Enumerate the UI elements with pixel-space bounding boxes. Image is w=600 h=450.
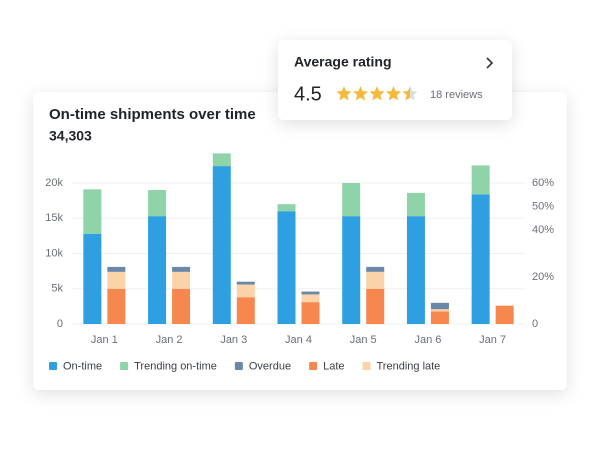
bar-segment — [212, 153, 231, 167]
bar-segment — [495, 305, 514, 324]
y2-tick-label: 20% — [532, 271, 554, 283]
bar-segment — [406, 192, 425, 217]
bar-segment — [236, 284, 255, 298]
legend-label: On-time — [63, 360, 102, 372]
y2-tick-label: 40% — [532, 224, 554, 236]
bar-segment — [277, 211, 296, 324]
chart-card: On-time shipments over time 34,303 0 5k 10… — [33, 92, 567, 390]
y-tick-label: 0 — [57, 318, 63, 330]
legend-label: Late — [323, 360, 344, 372]
legend-label: Overdue — [249, 360, 291, 372]
legend-swatch — [49, 362, 57, 370]
y-tick-label: 5k — [51, 283, 63, 295]
bar-segment — [83, 189, 102, 234]
bar-segment — [236, 281, 255, 285]
bar-segment — [366, 266, 385, 272]
x-tick-label: Jan 7 — [479, 334, 506, 346]
bar-segment — [471, 165, 490, 195]
bar-segment — [471, 194, 490, 324]
bar-segment — [236, 297, 255, 324]
bar-segment — [172, 266, 191, 272]
rating-star — [336, 86, 352, 101]
x-tick-label: Jan 5 — [350, 334, 377, 346]
bar-segment — [430, 309, 449, 312]
rating-star — [385, 86, 402, 101]
legend-swatch — [309, 362, 318, 370]
bar-segment — [212, 166, 231, 324]
legend-swatch — [234, 362, 243, 370]
bar-segment — [430, 302, 449, 310]
y2-tick-label: 50% — [532, 200, 554, 212]
bar-segment — [172, 288, 191, 324]
legend-label: Trending on-time — [134, 360, 217, 372]
bar-segment — [301, 291, 320, 295]
bar-segment — [277, 204, 296, 212]
bar-segment — [406, 216, 425, 324]
y2-tick-label: 0 — [532, 318, 538, 330]
bar-segment — [107, 288, 126, 324]
bar-segment — [148, 216, 167, 324]
bar-segment — [148, 190, 167, 217]
bar-segment — [301, 294, 320, 303]
bar-segment — [301, 302, 320, 324]
y-tick-label: 15k — [45, 212, 63, 224]
x-tick-label: Jan 6 — [414, 334, 441, 346]
rating-card[interactable]: Average rating 4.5 18 reviews — [278, 40, 512, 120]
bar-segment — [172, 271, 191, 289]
card-bg — [278, 40, 512, 120]
bar-segment — [342, 183, 361, 217]
rating-star — [369, 86, 385, 101]
bar-segment — [107, 266, 126, 272]
rating-value: 4.5 — [294, 83, 322, 105]
rating-star — [352, 86, 369, 101]
bar-segment — [366, 271, 385, 289]
legend-label: Trending late — [377, 360, 441, 372]
chart-total: 34,303 — [49, 128, 92, 144]
x-tick-label: Jan 4 — [285, 334, 312, 346]
x-tick-label: Jan 2 — [156, 334, 183, 346]
bar-segment — [366, 288, 385, 324]
bar-segment — [430, 311, 449, 324]
rating-title: Average rating — [294, 54, 392, 70]
x-tick-label: Jan 1 — [91, 334, 118, 346]
chart-title: On-time shipments over time — [49, 106, 256, 123]
y2-tick-label: 60% — [532, 177, 554, 189]
x-tick-label: Jan 3 — [220, 334, 247, 346]
legend-swatch — [120, 362, 129, 370]
bar-segment — [342, 216, 361, 324]
bar-segment — [107, 271, 126, 289]
rating-star — [402, 86, 418, 101]
chevron[interactable] — [486, 57, 494, 69]
y-tick-label: 10k — [45, 247, 63, 259]
legend-swatch — [362, 362, 371, 370]
bar-segment — [83, 233, 102, 324]
review-count: 18 reviews — [430, 89, 483, 101]
y-tick-label: 20k — [45, 177, 63, 189]
